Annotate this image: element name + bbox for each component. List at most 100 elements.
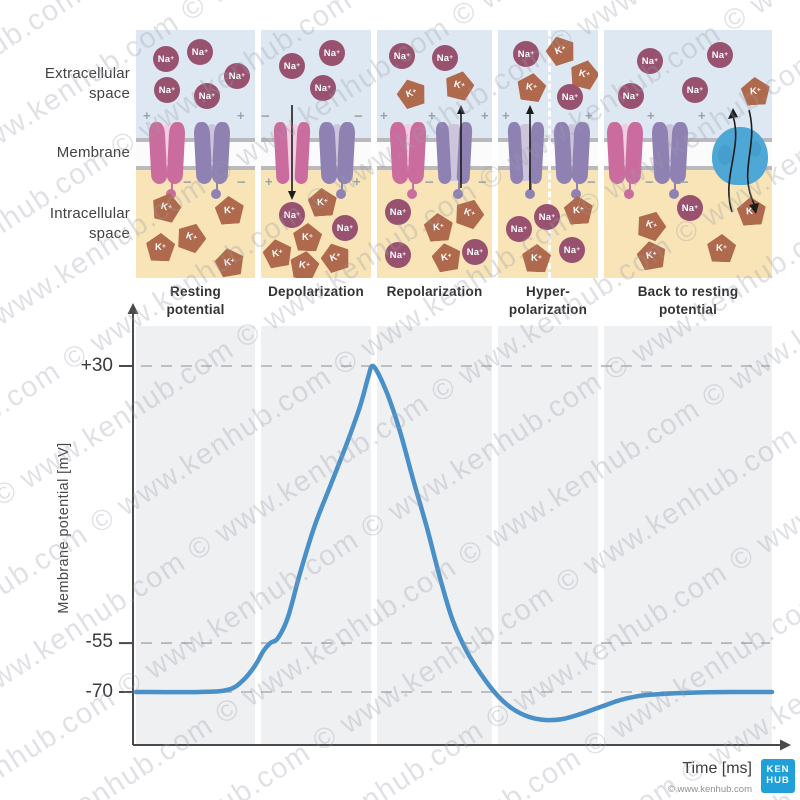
membrane-outer-leaflet (377, 138, 492, 142)
charge-sign: + (481, 108, 489, 123)
phase-label-5: Back to resting potential (604, 283, 772, 318)
phase-label-2: Depolarization (261, 283, 371, 301)
phase-label-line: Hyper- (526, 284, 570, 299)
na-ion: Na + (682, 77, 708, 103)
membrane-outer-leaflet (604, 138, 772, 142)
channel-pore (332, 124, 342, 163)
charge-sign: − (587, 174, 596, 191)
na-ion: Na + (310, 75, 336, 101)
potassium-channel (435, 121, 473, 185)
phase-label-3: Repolarization (377, 283, 492, 301)
charge-sign: + (353, 174, 361, 189)
inactivation-ball (407, 189, 417, 199)
charge-sign: − (645, 174, 654, 191)
channel-pore (207, 124, 217, 163)
ion-flow-arrow-up (457, 105, 465, 188)
charge-sign: + (237, 108, 245, 123)
na-ion: Na + (279, 53, 305, 79)
potassium-channel (193, 121, 231, 185)
phase-label-line: Repolarization (386, 284, 483, 299)
ytick-minus70: -70 (85, 681, 113, 702)
inactivation-ball (669, 189, 679, 199)
channel-pore (403, 124, 413, 163)
charge-sign: + (143, 108, 151, 123)
membrane-potential-curve (133, 363, 775, 723)
inactivation-ball (166, 189, 176, 199)
channel-pore (162, 124, 172, 163)
x-axis-arrowhead (780, 739, 791, 751)
kenhub-logo: KEN HUB (761, 759, 795, 793)
channel-chain (171, 182, 173, 191)
inactivation-ball (336, 189, 346, 199)
na-ion: Na + (154, 77, 180, 103)
charge-sign: − (354, 108, 363, 125)
region-label-intracellular: Intracellular space (49, 205, 130, 242)
sodium-potassium-pump (712, 127, 768, 185)
charge-sign: + (585, 108, 593, 123)
na-ion: Na + (385, 242, 411, 268)
y-axis-arrowhead (127, 303, 139, 314)
channel-chain (412, 182, 414, 191)
phase-label-line: Back to resting (637, 284, 739, 299)
plot-column (136, 326, 255, 745)
na-ion: Na + (319, 40, 345, 66)
ion-flow-arrow-up (526, 105, 534, 190)
charge-sign: − (680, 174, 689, 191)
potassium-channel (318, 121, 356, 185)
charge-sign: − (261, 108, 270, 125)
na-ion: Na + (224, 63, 250, 89)
phase-panel-5: ++−−Na+Na+Na+Na+K+Na+K+K+K+K+ (604, 30, 772, 278)
plot-column (498, 326, 598, 745)
membrane-inner-leaflet (261, 166, 371, 170)
inactivation-ball (211, 189, 221, 199)
na-ion: Na + (513, 41, 539, 67)
pump-exchange-arrows (728, 108, 759, 214)
channel-chain (674, 182, 676, 191)
ytick-minus55: -55 (85, 631, 113, 652)
na-ion: Na + (462, 239, 488, 265)
phase-label-4: Hyper-polarization (498, 283, 598, 318)
charge-sign: + (428, 108, 436, 123)
channel-chain (629, 182, 631, 191)
potassium-channel (553, 121, 591, 185)
ion-flow-arrow-down (288, 105, 296, 200)
charge-sign: − (183, 174, 192, 191)
channel-chain (341, 182, 343, 191)
phase-panel-4: + + − Na + K + K + K + Na + Na + K + Na + K + Na + (498, 30, 598, 278)
na-ion: Na + (332, 215, 358, 241)
channel-chain (216, 182, 218, 191)
charge-sign: − (425, 174, 434, 191)
phase-label-line: Resting (170, 284, 221, 299)
phase-label-1: Resting potential (136, 283, 255, 318)
na-ion: Na + (187, 39, 213, 65)
phase-label-line: potential (166, 301, 225, 317)
channel-chain (458, 182, 460, 191)
region-label-membrane: Membrane (56, 144, 130, 161)
na-ion: Na + (389, 43, 415, 69)
channel-pore (665, 124, 675, 163)
charge-sign: + (502, 108, 510, 123)
copyright-text: © www.kenhub.com (667, 784, 752, 795)
na-ion: Na + (707, 42, 733, 68)
na-ion: Na + (385, 199, 411, 225)
channel-pore (567, 124, 577, 163)
na-ion: Na + (432, 45, 458, 71)
charge-sign: − (237, 174, 246, 191)
channel-chain (576, 182, 578, 191)
charge-sign: − (478, 174, 487, 191)
charge-sign: + (265, 174, 273, 189)
membrane-inner-leaflet (377, 166, 492, 170)
na-ion: Na + (534, 204, 560, 230)
kenhub-logo-text: KEN (766, 764, 790, 776)
ytick-plus30: +30 (80, 355, 113, 376)
sodium-channel (389, 121, 427, 185)
phase-label-line: potential (658, 301, 718, 317)
x-axis-label: Time [ms] (682, 760, 752, 777)
na-ion: Na + (618, 83, 644, 109)
inactivation-ball (624, 189, 634, 199)
plot-column (604, 326, 772, 745)
na-ion: Na + (153, 46, 179, 72)
charge-sign: + (647, 108, 655, 123)
